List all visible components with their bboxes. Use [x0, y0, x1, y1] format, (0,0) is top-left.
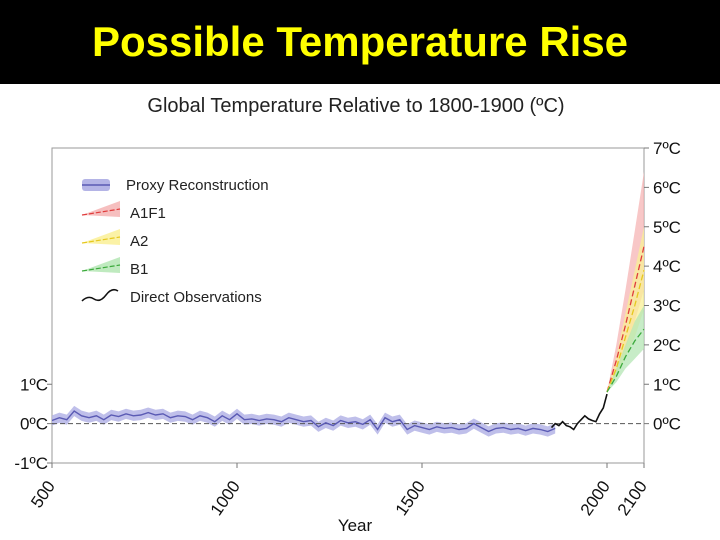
x-tick-label: 2100	[614, 477, 651, 519]
right-tick-label: 6ºC	[653, 178, 681, 197]
a1f1-legend-line	[81, 208, 121, 216]
right-tick-label: 7ºC	[653, 139, 681, 158]
a1f1-line	[606, 246, 645, 393]
right-tick-label: 4ºC	[653, 257, 681, 276]
right-tick-label: 3ºC	[653, 297, 681, 316]
direct-observations-legend-line	[81, 288, 119, 302]
a2-band	[607, 226, 644, 393]
right-tick-label: 0ºC	[653, 415, 681, 434]
temperature-chart: Global Temperature Relative to 1800-1900…	[14, 95, 681, 535]
left-tick-label: -1ºC	[14, 454, 48, 473]
a2-line	[606, 269, 645, 393]
slide-title: Possible Temperature Rise	[91, 18, 629, 65]
x-axis-title: Year	[338, 516, 373, 535]
direct-observations-legend-label: Direct Observations	[130, 289, 262, 306]
proxy-reconstruction-legend-label: Proxy Reconstruction	[126, 177, 269, 194]
b1-legend-line	[81, 264, 121, 272]
b1-band	[607, 305, 644, 393]
x-tick-label: 1000	[207, 477, 244, 519]
b1-legend-label: B1	[130, 261, 148, 278]
b1-line	[606, 328, 645, 393]
left-tick-label: 1ºC	[20, 375, 48, 394]
right-tick-label: 1ºC	[653, 375, 681, 394]
right-tick-label: 2ºC	[653, 336, 681, 355]
x-tick-label: 1500	[392, 477, 429, 519]
direct-observations-line	[550, 393, 608, 431]
x-tick-label: 2000	[577, 477, 614, 519]
series-lines	[51, 246, 645, 433]
a2-legend-label: A2	[130, 233, 148, 250]
chart-title: Global Temperature Relative to 1800-1900…	[147, 95, 564, 117]
left-tick-label: 0ºC	[20, 415, 48, 434]
a2-legend-line	[81, 236, 121, 244]
x-tick-label: 500	[27, 477, 59, 511]
a1f1-legend-label: A1F1	[130, 205, 166, 222]
figure-panel: Global Temperature Relative to 1800-1900…	[0, 84, 720, 540]
proxy-reconstruction-line	[51, 410, 556, 433]
legend: Proxy Reconstruction A1F1 A2 B1 Direct Obser…	[81, 177, 269, 306]
right-tick-label: 5ºC	[653, 218, 681, 237]
